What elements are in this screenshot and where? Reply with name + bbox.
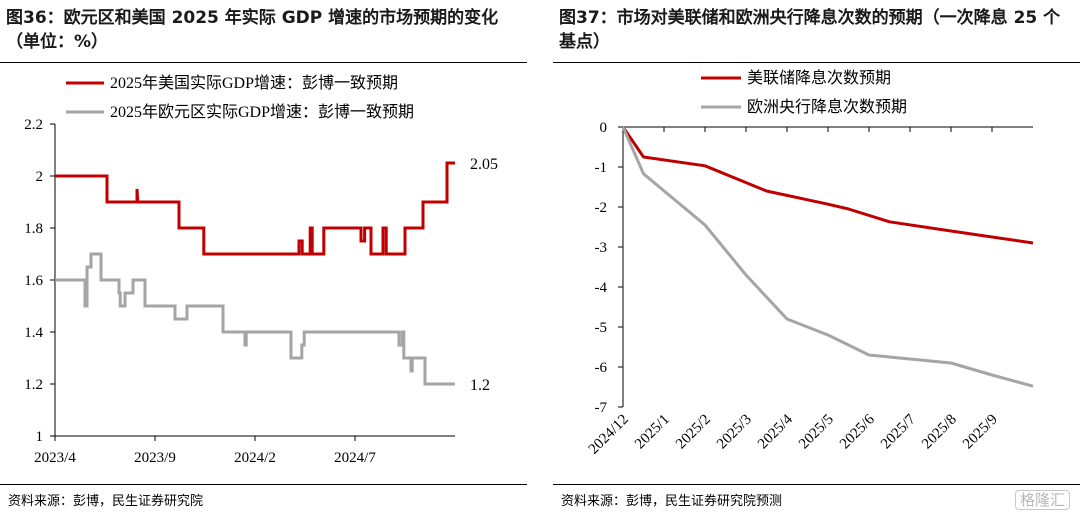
x-tick-label: 2025/3: [714, 412, 755, 453]
y-tick-label: 0: [600, 120, 608, 136]
y-tick-label: 1: [36, 429, 44, 445]
source-rule: [553, 484, 1080, 485]
source-note: 资料来源：彭博，民生证券研究院预测: [561, 494, 783, 509]
series-line: [55, 252, 455, 386]
gdp-chart: 2025年美国实际GDP增速：彭博一致预期 2025年欧元区实际GDP增速：彭博一…: [24, 74, 498, 466]
y-tick-label: -4: [595, 280, 608, 296]
y-tick-label: -6: [595, 360, 608, 376]
source-rule: [0, 484, 527, 485]
x-tick-label: 2025/1: [632, 412, 673, 453]
figure-title: 图37：市场对美联储和欧洲央行降息次数的预期（一次降息 25 个基点）: [559, 8, 1061, 52]
x-tick-label: 2025/5: [796, 412, 837, 453]
end-value-label: 2.05: [470, 156, 498, 173]
legend-label: 美联储降息次数预期: [747, 69, 891, 87]
legend-label: 欧洲央行降息次数预期: [747, 98, 907, 116]
series-line: [621, 126, 1034, 245]
legend-label: 2025年欧元区实际GDP增速：彭博一致预期: [110, 103, 414, 121]
y-tick-label: -2: [595, 200, 608, 216]
y-tick-label: -3: [595, 240, 608, 256]
x-tick-label: 2025/8: [919, 412, 960, 453]
series-line: [55, 161, 455, 256]
legend-label: 2025年美国实际GDP增速：彭博一致预期: [110, 74, 398, 92]
y-tick-label: 1.8: [24, 221, 43, 237]
x-tick-label: 2024/7: [334, 450, 376, 466]
y-tick-label: 2: [36, 169, 44, 185]
x-tick-label: 2024/2: [234, 450, 276, 466]
source-note: 资料来源：彭博，民生证券研究院: [8, 494, 204, 509]
x-tick-label: 2023/4: [34, 450, 76, 466]
y-tick-label: 1.6: [24, 273, 43, 289]
panel-gdp-expectations: 图36：欧元区和美国 2025 年实际 GDP 增速的市场预期的变化（单位：%）…: [0, 0, 527, 518]
y-tick-label: 1.4: [24, 325, 43, 341]
x-tick-label: 2025/6: [837, 411, 878, 452]
series-line: [621, 126, 1034, 388]
x-tick-label: 2025/7: [878, 411, 919, 452]
x-tick-label: 2024/12: [586, 412, 632, 458]
figure-title: 图36：欧元区和美国 2025 年实际 GDP 增速的市场预期的变化（单位：%）: [6, 8, 499, 52]
y-tick-label: 1.2: [24, 377, 43, 393]
x-tick-label: 2025/4: [755, 411, 796, 452]
x-tick-label: 2025/2: [673, 412, 714, 453]
y-tick-label: -5: [595, 320, 608, 336]
end-value-label: 1.2: [470, 377, 490, 394]
watermark-logo: 格隆汇: [1014, 490, 1070, 510]
title-rule: [553, 62, 1080, 63]
title-rule: [0, 62, 527, 63]
y-tick-label: 2.2: [24, 117, 43, 133]
panel-rate-cut-expectations: 图37：市场对美联储和欧洲央行降息次数的预期（一次降息 25 个基点） 美联储降…: [553, 0, 1080, 518]
x-tick-label: 2025/9: [960, 412, 1001, 453]
y-tick-label: -1: [595, 160, 608, 176]
x-tick-label: 2023/9: [134, 450, 176, 466]
y-tick-label: -7: [595, 400, 608, 416]
